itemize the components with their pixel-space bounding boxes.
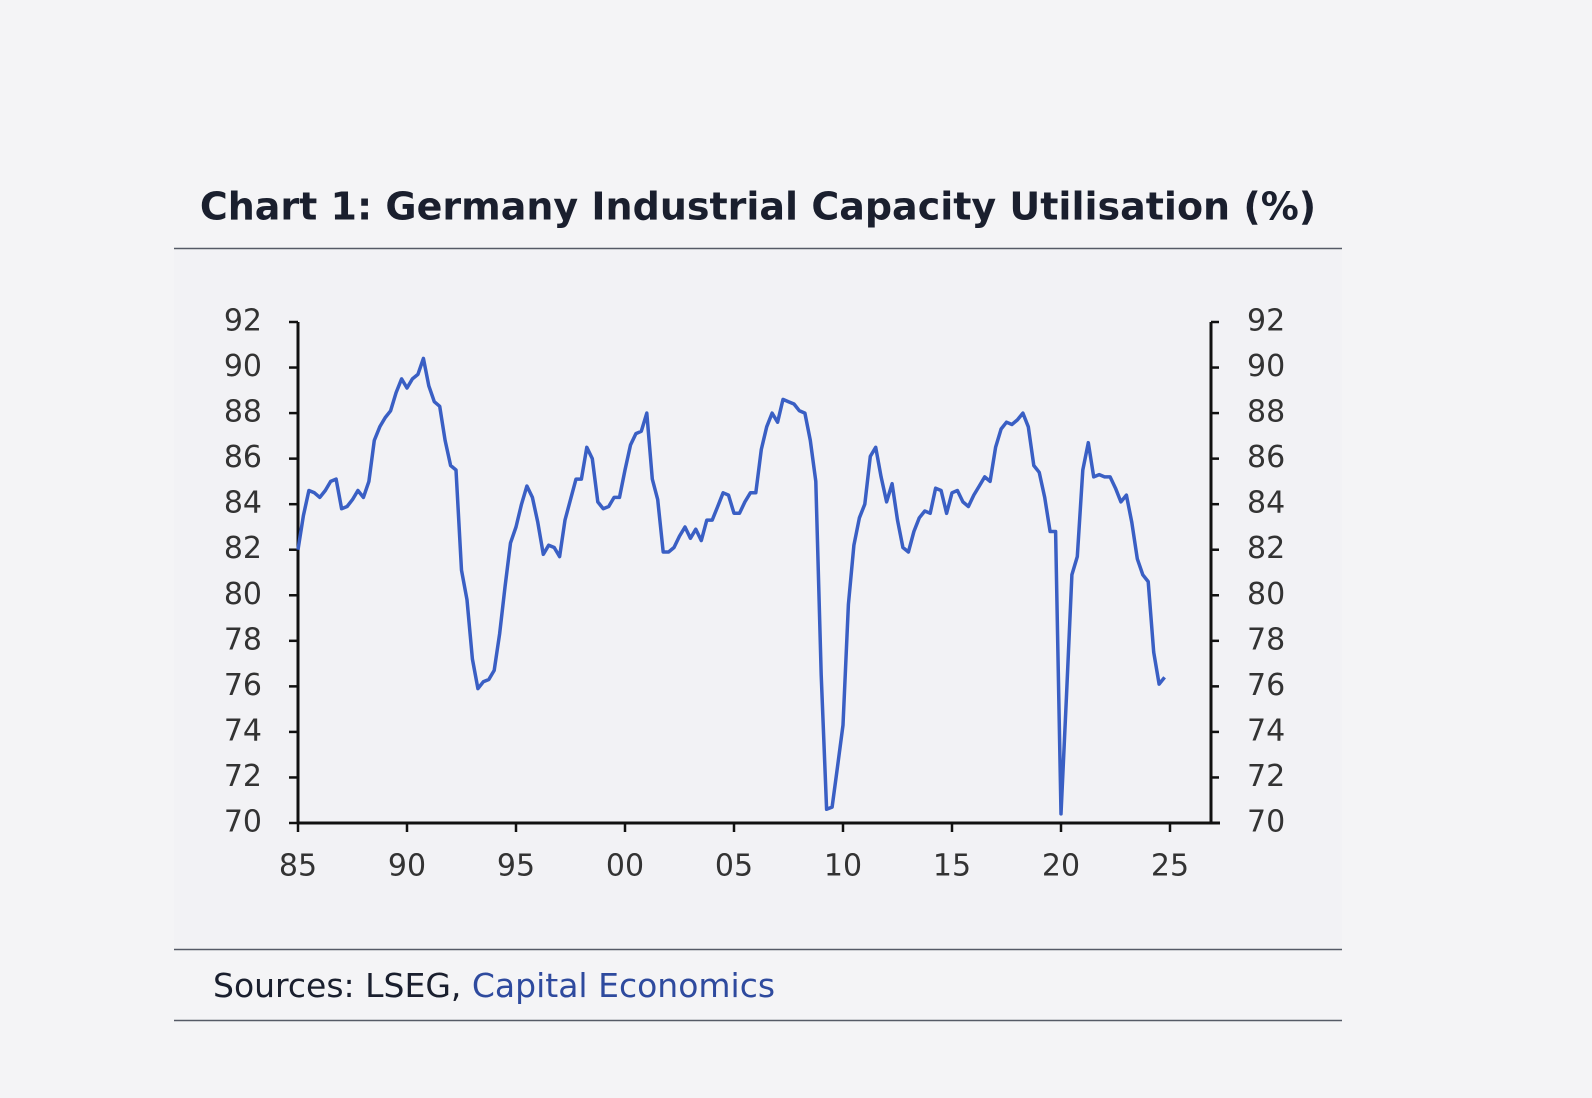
source-link[interactable]: Capital Economics [472,966,775,1005]
y2-tick-label: 86 [1247,440,1285,475]
y2-tick-label: 74 [1247,713,1285,748]
y-tick-label: 88 [224,395,262,430]
x-tick-label: 15 [933,849,971,884]
y-tick-label: 70 [224,805,262,840]
y-tick-label: 90 [224,349,262,384]
y-tick-label: 86 [224,440,262,475]
y2-tick-label: 84 [1247,486,1285,521]
chart-title: Chart 1: Germany Industrial Capacity Uti… [200,185,1316,229]
x-tick-label: 00 [606,849,644,884]
y-tick-label: 78 [224,622,262,657]
x-tick-label: 20 [1042,849,1080,884]
x-tick-label: 85 [279,849,317,884]
y2-tick-label: 76 [1247,668,1285,703]
y-tick-label: 74 [224,713,262,748]
y-tick-label: 80 [224,577,262,612]
x-tick-label: 95 [497,849,535,884]
x-tick-label: 90 [388,849,426,884]
y-tick-label: 84 [224,486,262,521]
y-tick-label: 82 [224,531,262,566]
y2-tick-label: 92 [1247,304,1285,339]
source: Sources: LSEG, Capital Economics [213,966,775,1005]
source-text: Sources: LSEG, [213,966,472,1005]
y2-tick-label: 88 [1247,395,1285,430]
y2-tick-label: 72 [1247,759,1285,794]
y2-tick-label: 90 [1247,349,1285,384]
x-tick-label: 05 [715,849,753,884]
y2-tick-label: 80 [1247,577,1285,612]
plot-panel [174,250,1342,948]
y2-tick-label: 82 [1247,531,1285,566]
x-tick-label: 25 [1151,849,1189,884]
y2-tick-label: 78 [1247,622,1285,657]
line-series [296,356,1166,816]
y-tick-label: 76 [224,668,262,703]
y-tick-label: 92 [224,304,262,339]
y2-tick-label: 70 [1247,805,1285,840]
x-tick-label: 10 [824,849,862,884]
y-tick-label: 72 [224,759,262,794]
